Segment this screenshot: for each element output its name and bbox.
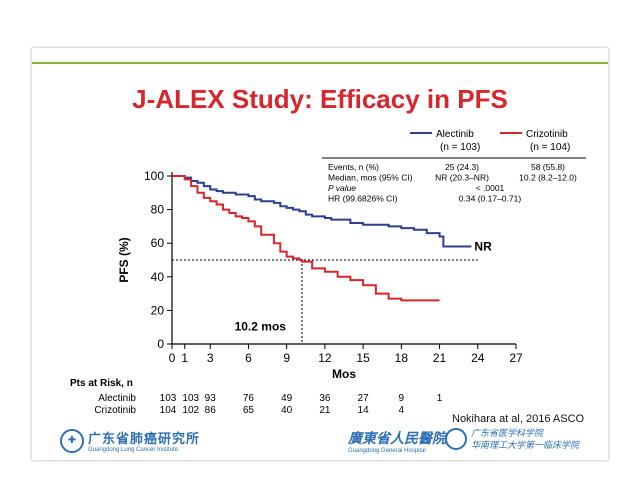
x-tick-label: 0 bbox=[169, 351, 176, 365]
stats-row-label: HR (99.6826% CI) bbox=[328, 194, 398, 204]
risk-cell: 76 bbox=[243, 393, 255, 404]
y-tick-label: 80 bbox=[151, 203, 165, 217]
x-tick-label: 3 bbox=[207, 351, 214, 365]
risk-cell: 65 bbox=[243, 405, 255, 416]
x-tick-label: 21 bbox=[433, 351, 447, 365]
slide-title: J-ALEX Study: Efficacy in PFS bbox=[132, 84, 508, 114]
stats-row-label: Median, mos (95% CI) bbox=[328, 173, 413, 183]
hospital-name-en: Guangdong General Hospital bbox=[348, 448, 426, 454]
hospital-name: 廣東省人民醫院 bbox=[348, 431, 446, 447]
institute-name: 广东省肺癌研究所 bbox=[88, 432, 201, 447]
y-tick-label: 40 bbox=[151, 270, 165, 284]
x-tick-label: 12 bbox=[318, 351, 332, 365]
legend-label: Alectinib bbox=[436, 129, 474, 140]
risk-cell: 86 bbox=[205, 405, 217, 416]
x-tick-label: 1 bbox=[181, 351, 188, 365]
x-tick-label: 24 bbox=[471, 351, 485, 365]
x-tick-label: 6 bbox=[245, 351, 252, 365]
y-tick-label: 0 bbox=[157, 337, 164, 351]
risk-cell: 40 bbox=[281, 405, 293, 416]
y-tick-label: 20 bbox=[151, 303, 165, 317]
x-tick-label: 18 bbox=[395, 351, 409, 365]
risk-table-title: Pts at Risk, n bbox=[70, 378, 133, 389]
x-tick-label: 15 bbox=[356, 351, 370, 365]
risk-table: Pts at Risk, n Alectinib 103 103 93 76 49 36 27 9… bbox=[70, 378, 443, 416]
slide-background bbox=[32, 48, 608, 460]
stats-alectinib-value: NR (20.3–NR) bbox=[435, 173, 489, 183]
y-tick-label: 60 bbox=[151, 236, 165, 250]
institute-name-en: Guangdong Lung Cancer Institute bbox=[88, 447, 179, 453]
legend-n-label: (n = 103) bbox=[440, 142, 480, 153]
stats-row-label: P value bbox=[328, 183, 356, 193]
header-rule bbox=[32, 62, 608, 64]
college-name: 华南理工大学第一临床学院 bbox=[471, 441, 580, 451]
series-line-alectinib bbox=[172, 175, 472, 248]
risk-cell: 36 bbox=[319, 393, 331, 404]
series-line-crizotinib bbox=[172, 175, 440, 302]
stats-combined-value: < .0001 bbox=[476, 183, 505, 193]
risk-cell: 103 bbox=[182, 393, 199, 404]
risk-cell: 93 bbox=[205, 393, 217, 404]
academy-logo: 广东省医学科学院 华南理工大学第一临床学院 bbox=[471, 428, 579, 452]
chart-legend: Alectinib (n = 103) Crizotinib (n = 104) bbox=[410, 129, 570, 153]
stats-row-label: Events, n (%) bbox=[328, 162, 379, 172]
stats-crizotinib-value: 58 (55.8) bbox=[531, 162, 565, 172]
hospital-logo: 廣東省人民醫院 Guangdong General Hospital bbox=[348, 428, 446, 454]
stats-table: Events, n (%) 25 (24.3) 58 (55.8) Median, m… bbox=[322, 157, 586, 204]
academy-seal-icon bbox=[445, 428, 467, 450]
risk-row-label: Crizotinib bbox=[94, 405, 136, 416]
y-tick-label: 100 bbox=[144, 169, 164, 183]
risk-cell: 9 bbox=[399, 393, 405, 404]
risk-cell: 1 bbox=[437, 393, 443, 404]
institute-seal-icon: ✚ bbox=[60, 428, 84, 453]
x-tick-label: 9 bbox=[283, 351, 290, 365]
risk-cell: 27 bbox=[358, 393, 370, 404]
x-tick-label: 27 bbox=[509, 351, 523, 365]
risk-cell: 21 bbox=[319, 405, 331, 416]
x-axis-label: Mos bbox=[332, 367, 356, 381]
risk-cell: 104 bbox=[160, 405, 177, 416]
risk-cell: 49 bbox=[281, 393, 293, 404]
stats-alectinib-value: 25 (24.3) bbox=[445, 162, 479, 172]
stats-combined-value: 0.34 (0.17–0.71) bbox=[459, 194, 522, 204]
risk-cell: 4 bbox=[399, 405, 405, 416]
academy-name: 广东省医学科学院 bbox=[471, 429, 544, 439]
risk-row-label: Alectinib bbox=[98, 393, 136, 404]
risk-cell: 103 bbox=[160, 393, 177, 404]
reference-text: Nokihara at al, 2016 ASCO bbox=[452, 413, 585, 425]
risk-cell: 102 bbox=[182, 405, 199, 416]
y-axis-label: PFS (%) bbox=[117, 237, 131, 282]
institute-logo: ✚ 广东省肺癌研究所 Guangdong Lung Cancer Institu… bbox=[60, 428, 200, 453]
stats-crizotinib-value: 10.2 (8.2–12.0) bbox=[519, 173, 577, 183]
series-end-label: NR bbox=[474, 240, 492, 254]
risk-cell: 14 bbox=[358, 405, 370, 416]
median-annotation: 10.2 mos bbox=[235, 320, 287, 334]
legend-label: Crizotinib bbox=[526, 129, 568, 140]
legend-n-label: (n = 104) bbox=[530, 142, 570, 153]
